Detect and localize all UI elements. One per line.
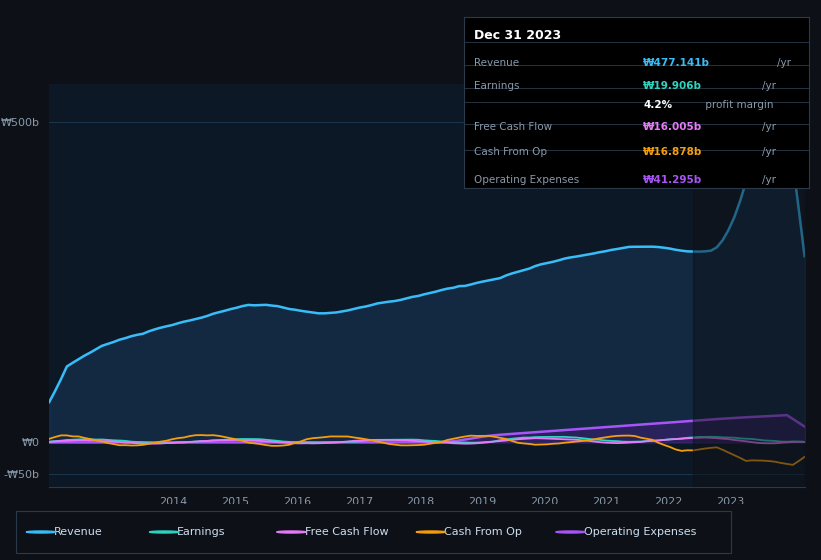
Text: Earnings: Earnings (475, 81, 520, 91)
Text: Revenue: Revenue (475, 58, 520, 68)
Text: /yr: /yr (777, 58, 791, 68)
Circle shape (26, 531, 56, 533)
Text: ₩41.295b: ₩41.295b (643, 175, 703, 185)
Text: ₩477.141b: ₩477.141b (643, 58, 710, 68)
Text: 4.2%: 4.2% (643, 100, 672, 110)
Circle shape (416, 531, 446, 533)
Text: Revenue: Revenue (54, 527, 103, 537)
Text: /yr: /yr (762, 81, 776, 91)
Circle shape (149, 531, 179, 533)
Text: Operating Expenses: Operating Expenses (584, 527, 696, 537)
Circle shape (556, 531, 585, 533)
Text: Operating Expenses: Operating Expenses (475, 175, 580, 185)
Text: Free Cash Flow: Free Cash Flow (305, 527, 388, 537)
Text: Earnings: Earnings (177, 527, 226, 537)
Text: ₩16.005b: ₩16.005b (643, 122, 703, 132)
Text: /yr: /yr (762, 122, 776, 132)
Text: ₩16.878b: ₩16.878b (643, 147, 703, 157)
Text: Cash From Op: Cash From Op (444, 527, 522, 537)
Circle shape (277, 531, 306, 533)
Text: /yr: /yr (762, 147, 776, 157)
Text: profit margin: profit margin (703, 100, 774, 110)
Text: ₩19.906b: ₩19.906b (643, 81, 702, 91)
Text: Cash From Op: Cash From Op (475, 147, 548, 157)
Text: /yr: /yr (762, 175, 776, 185)
Bar (693, 84, 805, 487)
Bar (16, 511, 731, 553)
Text: Free Cash Flow: Free Cash Flow (475, 122, 553, 132)
Text: Dec 31 2023: Dec 31 2023 (475, 29, 562, 42)
